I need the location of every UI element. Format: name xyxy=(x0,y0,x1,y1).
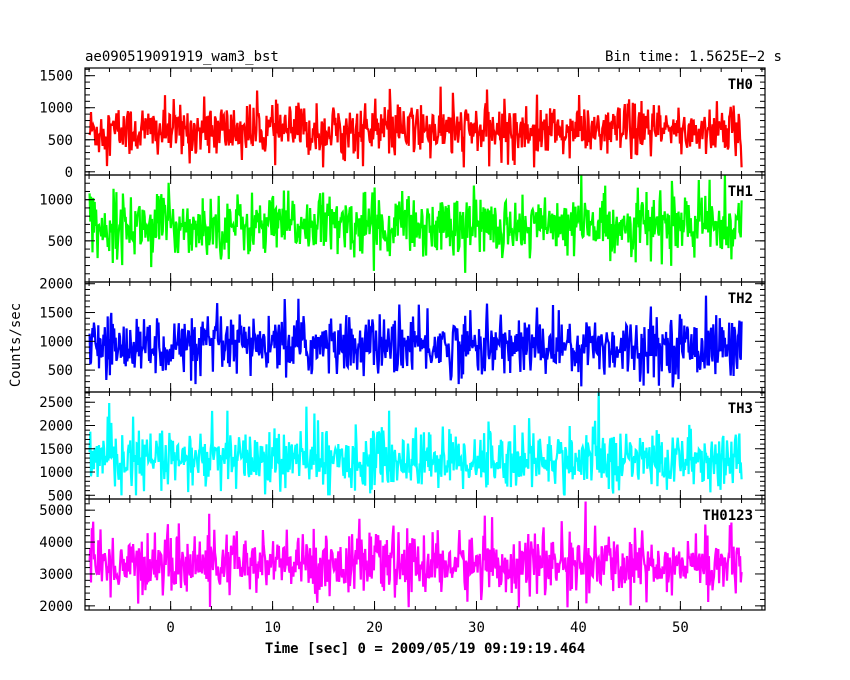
x-tick-label: 20 xyxy=(366,620,383,636)
y-tick-label: 1500 xyxy=(39,69,73,85)
y-axis-label: Counts/sec xyxy=(8,303,24,387)
panel-th1: 500 1000 TH1 xyxy=(39,174,766,283)
panel-label: TH0 xyxy=(728,77,753,93)
y-tick-label: 1000 xyxy=(39,334,73,350)
y-tick-label: 5000 xyxy=(39,503,73,519)
x-tick-label: 50 xyxy=(672,620,689,636)
y-tick-label: 500 xyxy=(48,234,73,250)
y-tick-label: 1500 xyxy=(39,442,73,458)
x-axis-label: Time [sec] 0 = 2009/05/19 09:19:19.464 xyxy=(265,641,585,657)
y-tick-label: 4000 xyxy=(39,535,73,551)
panel-th3: 500 1000 1500 2000 2500 TH3 xyxy=(39,391,766,504)
x-tick-label: 10 xyxy=(264,620,281,636)
y-tick-label: 3000 xyxy=(39,567,73,583)
panel-th0: 0 500 1000 1500 TH0 xyxy=(39,67,766,181)
chart-title-left: ae090519091919_wam3_bst xyxy=(85,49,279,65)
series-th2-trace xyxy=(88,295,743,388)
series-th3-trace xyxy=(88,392,743,496)
x-tick-label: 0 xyxy=(166,620,174,636)
y-tick-label: 500 xyxy=(48,488,73,504)
y-tick-label: 1500 xyxy=(39,306,73,322)
panels: 050010001500TH05001000TH1500100015002000… xyxy=(39,67,766,636)
y-tick-label: 0 xyxy=(65,165,73,181)
y-tick-label: 2500 xyxy=(39,395,73,411)
chart-title-right: Bin time: 1.5625E−2 s xyxy=(605,49,782,65)
series-th0123-trace xyxy=(88,501,743,608)
series-th1-trace xyxy=(88,175,743,273)
y-tick-label: 2000 xyxy=(39,277,73,293)
y-tick-label: 1000 xyxy=(39,193,73,209)
series-th0-trace xyxy=(88,86,743,168)
panel-th2: 500 1000 1500 2000 TH2 xyxy=(39,277,766,393)
y-tick-label: 1000 xyxy=(39,101,73,117)
y-tick-label: 1000 xyxy=(39,465,73,481)
y-tick-label: 2000 xyxy=(39,599,73,615)
x-tick-label: 30 xyxy=(468,620,485,636)
panel-label: TH0123 xyxy=(702,508,753,524)
x-tick-label: 40 xyxy=(570,620,587,636)
y-tick-label: 500 xyxy=(48,363,73,379)
panel-label: TH3 xyxy=(728,401,753,417)
panel-th0123: 2000 3000 4000 5000 TH0123 xyxy=(39,498,766,615)
panel-label: TH1 xyxy=(728,184,753,200)
y-tick-label: 500 xyxy=(48,133,73,149)
panel-label: TH2 xyxy=(728,291,753,307)
y-tick-label: 2000 xyxy=(39,418,73,434)
